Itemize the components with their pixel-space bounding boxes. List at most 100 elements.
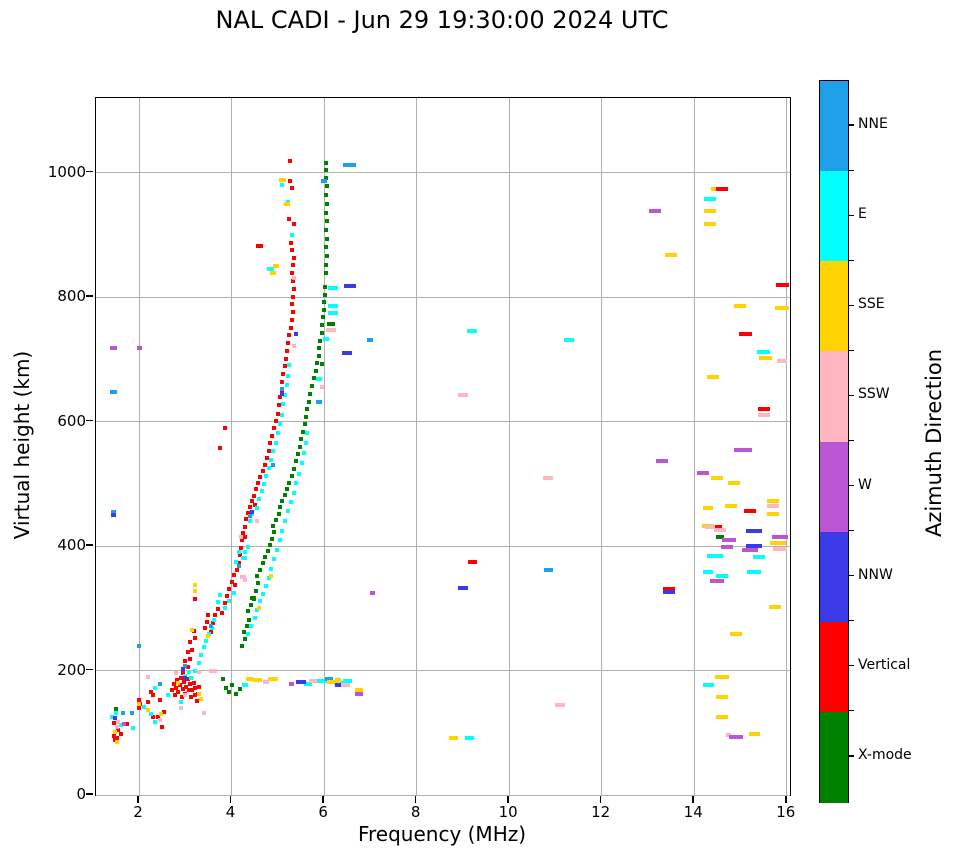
- data-point-w: [122, 722, 127, 727]
- data-point-x-mode: [303, 414, 308, 419]
- data-point-x-mode: [715, 534, 724, 539]
- data-point-sse: [146, 707, 151, 712]
- data-point-sse: [711, 187, 717, 192]
- data-point-e: [243, 550, 248, 555]
- data-point-ssw: [319, 385, 324, 390]
- data-point-vertical: [291, 263, 296, 268]
- data-point-x-mode: [327, 321, 336, 326]
- data-point-x-mode: [265, 549, 270, 554]
- data-point-e: [222, 606, 227, 611]
- data-point-vertical: [119, 732, 124, 736]
- data-point-vertical: [191, 680, 196, 685]
- colorbar: [819, 80, 849, 803]
- data-point-e: [564, 338, 575, 343]
- data-point-x-mode: [256, 581, 261, 586]
- data-point-nne: [236, 563, 241, 568]
- data-point-x-mode: [221, 677, 226, 682]
- colorbar-boundary-tick: [849, 169, 854, 171]
- data-point-vertical: [246, 511, 251, 516]
- data-point-vertical: [253, 487, 258, 492]
- data-point-x-mode: [308, 391, 313, 396]
- data-point-nnw: [342, 351, 353, 356]
- data-point-e: [707, 554, 724, 559]
- data-point-e: [301, 451, 306, 456]
- data-point-e: [197, 661, 202, 666]
- data-point-x-mode: [242, 637, 247, 642]
- data-point-vertical: [174, 678, 179, 683]
- data-point-x-mode: [239, 643, 244, 648]
- data-point-e: [240, 555, 247, 560]
- data-point-nne: [543, 568, 553, 573]
- data-point-w: [721, 537, 736, 542]
- colorbar-label-e: E: [858, 206, 867, 223]
- data-point-vertical: [289, 318, 294, 323]
- data-point-e: [271, 448, 276, 453]
- data-point-nne: [321, 179, 328, 184]
- data-point-sse: [197, 692, 202, 697]
- data-point-vertical: [111, 733, 116, 738]
- data-point-e: [704, 197, 717, 202]
- data-point-vertical: [287, 216, 292, 221]
- gridline-x: [138, 98, 140, 795]
- data-point-vertical: [192, 692, 197, 697]
- data-point-x-mode: [319, 331, 324, 336]
- data-point-vertical: [284, 356, 289, 361]
- data-point-sse: [326, 680, 340, 685]
- data-point-vertical: [215, 606, 220, 611]
- data-point-vertical: [242, 524, 247, 529]
- data-point-vertical: [193, 685, 198, 690]
- gridline-x: [231, 98, 233, 795]
- data-point-vertical: [291, 294, 296, 299]
- data-point-e: [188, 676, 193, 680]
- data-point-x-mode: [316, 353, 321, 358]
- y-tick-mark: [86, 793, 93, 795]
- data-point-nnw: [334, 682, 341, 687]
- data-point-w: [741, 548, 758, 553]
- colorbar-segment-ssw: [820, 351, 848, 442]
- data-point-vertical: [278, 395, 283, 400]
- data-point-e: [245, 632, 250, 637]
- data-point-vertical: [148, 690, 153, 695]
- data-point-vertical: [276, 403, 281, 408]
- data-point-vertical: [286, 341, 290, 346]
- data-point-vertical: [233, 582, 238, 587]
- data-point-vertical: [162, 710, 167, 715]
- data-point-x-mode: [324, 167, 329, 172]
- data-point-x-mode: [230, 683, 235, 688]
- data-point-vertical: [249, 498, 254, 503]
- data-point-w: [110, 346, 118, 351]
- colorbar-center-tick: [849, 214, 854, 216]
- data-point-x-mode: [285, 486, 290, 491]
- data-point-e: [234, 559, 239, 564]
- data-point-e: [280, 528, 285, 533]
- data-point-vertical: [255, 244, 263, 249]
- data-point-w: [710, 578, 725, 583]
- data-point-e: [201, 644, 206, 649]
- data-point-x-mode: [237, 687, 242, 692]
- data-point-vertical: [182, 680, 187, 685]
- data-point-vertical: [178, 676, 183, 680]
- data-point-e: [261, 482, 266, 487]
- data-point-x-mode: [227, 689, 232, 694]
- y-tick-label: 800: [57, 287, 86, 306]
- data-point-e: [294, 481, 299, 486]
- data-point-x-mode: [248, 603, 253, 608]
- data-point-x-mode: [307, 399, 312, 404]
- data-point-vertical: [183, 658, 188, 663]
- data-point-vertical: [289, 248, 294, 253]
- data-point-sse: [193, 582, 198, 587]
- data-point-vertical: [757, 407, 770, 412]
- data-point-vertical: [272, 426, 277, 431]
- data-point-e: [231, 590, 236, 595]
- data-point-nne: [208, 623, 213, 628]
- data-point-vertical: [775, 282, 789, 287]
- data-point-vertical: [206, 612, 211, 617]
- data-point-nne: [324, 677, 333, 682]
- gridline-y: [96, 421, 790, 423]
- data-point-vertical: [211, 621, 216, 626]
- data-point-x-mode: [322, 300, 327, 305]
- colorbar-boundary-tick: [849, 710, 854, 712]
- data-point-vertical: [111, 720, 116, 725]
- data-point-e: [282, 392, 287, 397]
- x-tick-mark: [322, 796, 324, 803]
